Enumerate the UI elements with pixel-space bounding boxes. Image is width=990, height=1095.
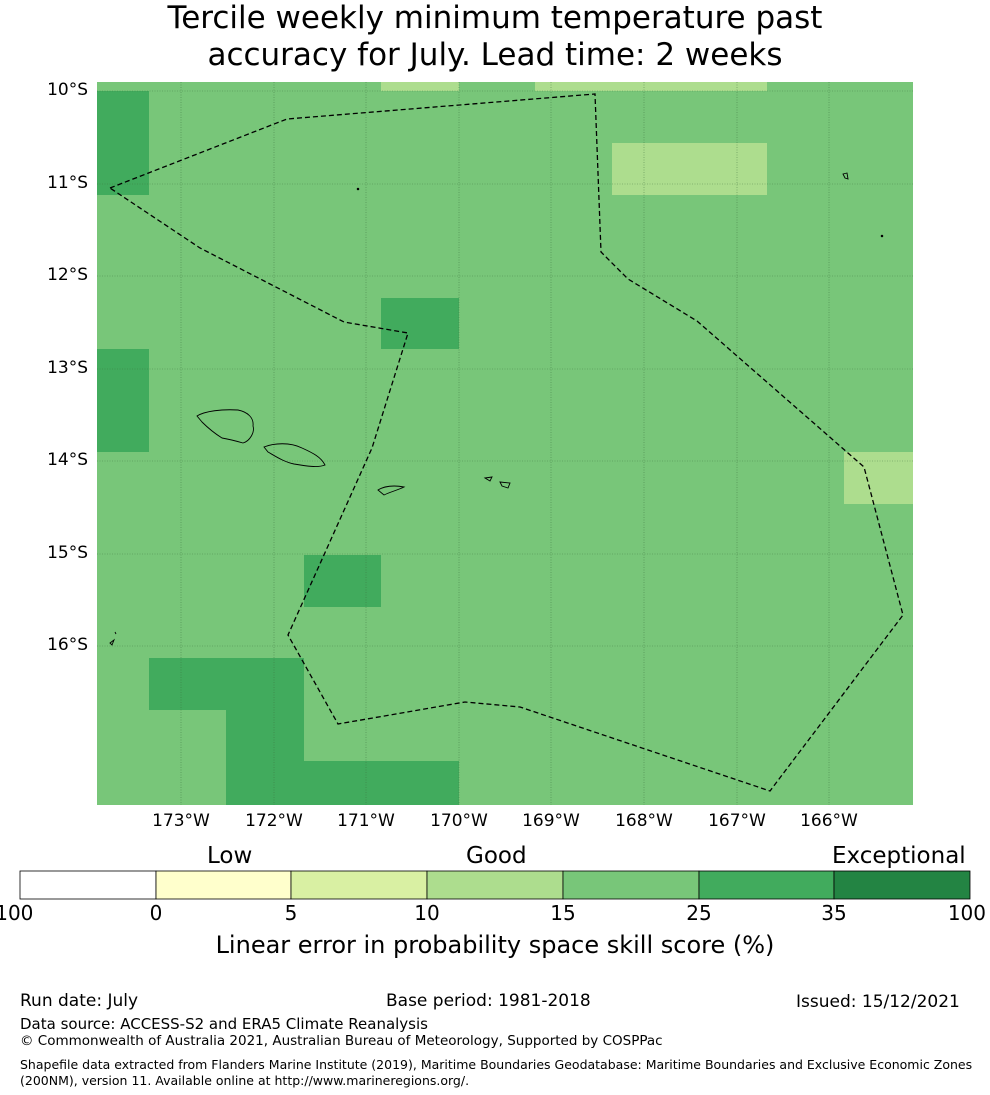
lat-label: 13°S	[47, 358, 88, 378]
gridlines	[97, 82, 913, 805]
lat-label: 11°S	[47, 173, 88, 193]
colorbar-tick: 5	[284, 901, 298, 925]
island-upolu	[263, 443, 326, 467]
lat-label: 12°S	[47, 265, 88, 285]
atoll-dot	[880, 234, 884, 238]
lon-label: 173°W	[152, 811, 210, 831]
lon-label: 170°W	[430, 811, 488, 831]
data-source: Data source: ACCESS-S2 and ERA5 Climate …	[20, 1015, 428, 1033]
colorbar-tick: -100	[0, 901, 34, 925]
atoll-dot	[356, 187, 360, 191]
lon-label: 171°W	[337, 811, 395, 831]
island-tutuila	[377, 485, 406, 496]
title-line-2: accuracy for July. Lead time: 2 weeks	[207, 37, 783, 73]
island-swains	[842, 172, 849, 180]
lat-label: 15°S	[47, 543, 88, 563]
colorbar-title: Linear error in probability space skill …	[215, 931, 775, 959]
lat-label: 10°S	[47, 80, 88, 100]
colorbar-category-exceptional: Exceptional	[832, 843, 966, 869]
map-title: Tercile weekly minimum temperature past …	[0, 0, 990, 74]
cell-light	[535, 82, 767, 91]
colorbar-tick: 15	[550, 901, 576, 925]
colorbar-tick: 100	[947, 901, 986, 925]
cell-dark	[97, 349, 149, 452]
colorbar-tick: 0	[149, 901, 163, 925]
island-savaii	[196, 409, 254, 444]
lon-label: 168°W	[615, 811, 673, 831]
cell-light	[612, 143, 767, 195]
base-period: Base period: 1981-2018	[386, 991, 591, 1011]
colorbar-tick: 10	[414, 901, 440, 925]
cell-dark	[304, 761, 459, 805]
shapefile-credit: Shapefile data extracted from Flanders M…	[20, 1057, 973, 1088]
lat-label: 16°S	[47, 635, 88, 655]
lat-label: 14°S	[47, 450, 88, 470]
cell-dark	[149, 658, 304, 710]
title-line-1: Tercile weekly minimum temperature past	[167, 0, 823, 36]
cell-light	[381, 82, 459, 91]
lon-label: 169°W	[522, 811, 580, 831]
cell-dark	[381, 298, 459, 349]
island-rose	[109, 631, 117, 646]
island-manua	[483, 476, 511, 489]
run-date: Run date: July	[20, 991, 139, 1011]
lon-label: 167°W	[708, 811, 766, 831]
copyright: © Commonwealth of Australia 2021, Austra…	[20, 1033, 663, 1049]
coastlines	[109, 172, 884, 646]
colorbar-category-good: Good	[466, 843, 527, 869]
lon-label: 172°W	[245, 811, 303, 831]
colorbar-tick: 25	[686, 901, 712, 925]
cell-light	[844, 452, 913, 504]
colorbar-tick: 35	[821, 901, 847, 925]
eez-boundary-samoa	[109, 93, 904, 792]
cell-dark	[97, 91, 149, 195]
lon-label: 166°W	[800, 811, 858, 831]
colorbar	[19, 870, 971, 900]
issued-date: Issued: 15/12/2021	[796, 992, 960, 1012]
cell-dark	[304, 555, 381, 607]
cell-dark	[226, 710, 304, 805]
colorbar-category-low: Low	[207, 843, 253, 869]
